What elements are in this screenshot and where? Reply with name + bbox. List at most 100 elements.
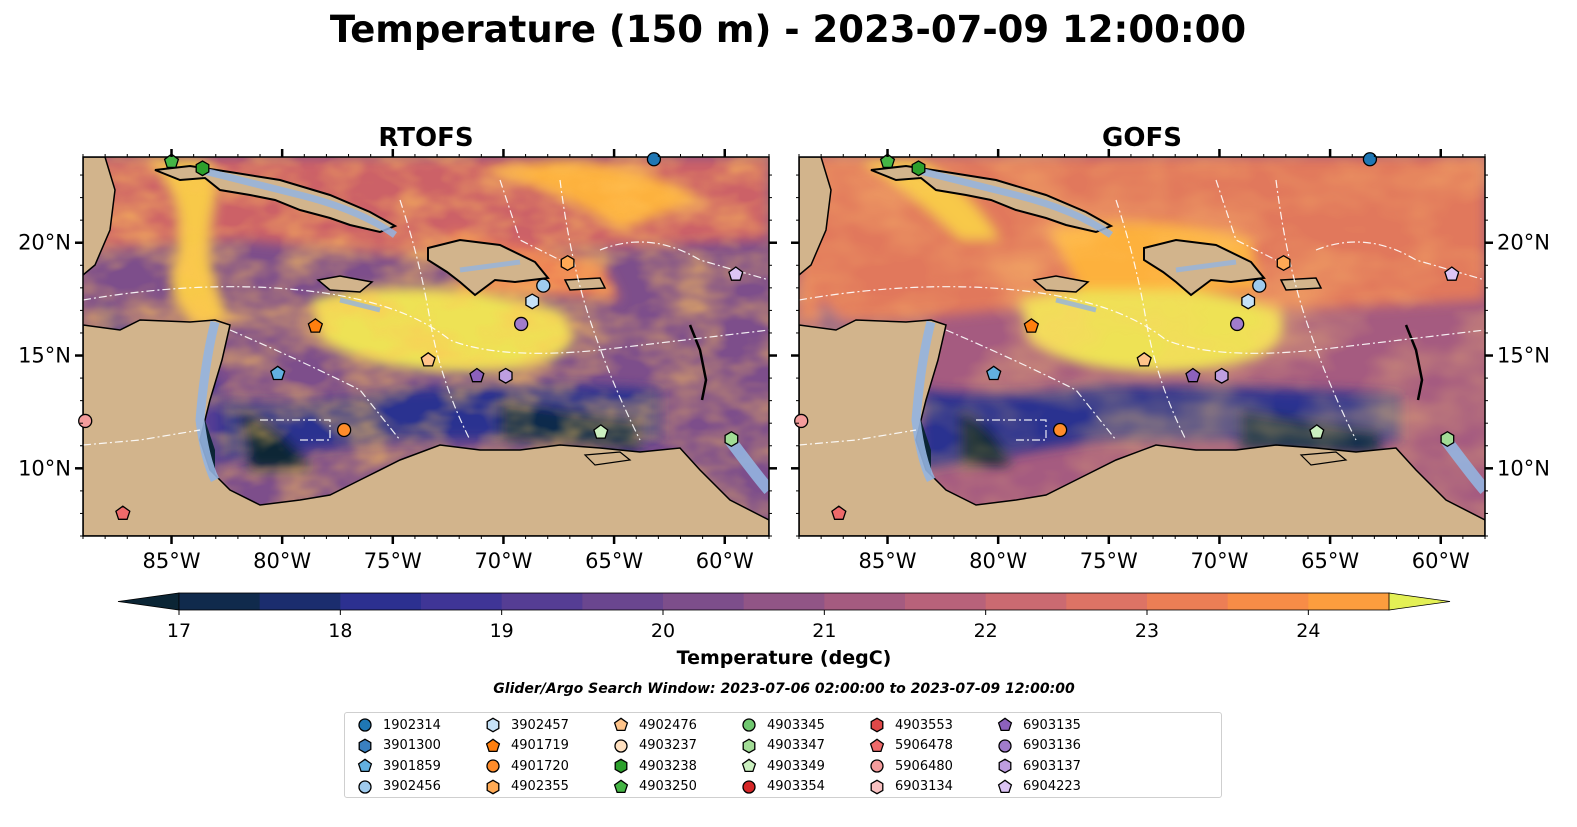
colorbar-segment [905, 593, 987, 610]
colorbar-segment [743, 593, 825, 610]
float-marker-6904223 [728, 266, 744, 281]
legend-marker-icon [997, 778, 1013, 793]
legend-marker-icon [486, 759, 500, 773]
legend: 1902314 3901300 3901859 3902456 3902457 49017… [344, 712, 1222, 798]
legend-marker-icon [614, 738, 628, 753]
float-marker-4903250 [163, 153, 180, 169]
float-marker-4903349 [593, 424, 609, 439]
legend-marker [485, 737, 501, 752]
legend-marker-icon [998, 738, 1012, 753]
colorbar-tick-label: 20 [651, 620, 675, 642]
legend-marker-icon [357, 758, 373, 773]
legend-marker [357, 758, 373, 773]
float-marker-5906480 [794, 413, 809, 429]
colorbar-segment [259, 593, 341, 610]
y-tick-label: 20°N [18, 231, 71, 255]
float-marker-3901859 [986, 365, 1002, 381]
legend-marker-icon [486, 779, 500, 794]
legend-marker [870, 759, 884, 773]
legend-marker-icon [742, 779, 756, 794]
float-marker-6903137 [1214, 367, 1229, 384]
legend-item: 3902457 [485, 715, 569, 735]
panel-title-rtofs: RTOFS [378, 123, 473, 153]
legend-label: 4902355 [511, 779, 569, 794]
legend-label: 4901719 [511, 738, 569, 753]
legend-label: 4901720 [511, 758, 569, 774]
legend-marker-icon [742, 738, 756, 753]
legend-marker-icon [614, 758, 628, 774]
float-marker-4901720 [336, 422, 352, 438]
legend-marker-icon [741, 758, 757, 773]
colorbar: 17 18 19 20 21 22 23 24 [117, 592, 1451, 642]
legend-label: 4903354 [767, 779, 825, 794]
legend-label: 4903237 [639, 738, 697, 753]
float-marker-3902456 [1252, 278, 1267, 293]
colorbar-tick-label: 24 [1296, 620, 1320, 642]
colorbar-tick-label: 23 [1135, 620, 1159, 642]
legend-marker [742, 718, 756, 732]
legend-marker-icon [997, 717, 1013, 732]
float-marker-6903135 [1185, 367, 1201, 383]
y-tick-label: 15°N [1497, 344, 1550, 368]
legend-marker [742, 779, 756, 794]
legend-marker [358, 738, 372, 753]
colorbar-tick-label: 18 [328, 620, 352, 642]
float-marker-6904223 [1444, 266, 1460, 281]
legend-marker [358, 718, 372, 732]
float-marker-4902355 [560, 254, 575, 272]
colorbar-segment [663, 593, 745, 610]
float-marker-4903238 [195, 160, 210, 177]
x-tick-label: 75°W [364, 549, 422, 573]
float-marker-4903347 [724, 430, 739, 448]
legend-marker-icon [358, 738, 372, 753]
float-marker-4903349 [1309, 424, 1325, 439]
float-marker-4903250 [879, 153, 896, 169]
colorbar-segment [1227, 593, 1309, 610]
y-tick-label: 15°N [18, 344, 71, 368]
colorbar-segment [340, 593, 422, 610]
legend-item: 5906480 [869, 756, 953, 776]
float-marker-4903347 [1440, 430, 1455, 448]
legend-item: 4903347 [741, 736, 825, 756]
colorbar-extend-min [117, 592, 180, 611]
x-tick-label: 65°W [1301, 549, 1359, 573]
legend-label: 3901300 [383, 738, 441, 753]
legend-label: 6903137 [1023, 758, 1081, 774]
legend-label: 6903135 [1023, 717, 1081, 733]
legend-item: 4901719 [485, 736, 569, 756]
legend-marker-icon [358, 779, 372, 794]
legend-item: 1902314 [357, 715, 441, 735]
legend-marker-icon [486, 717, 500, 733]
legend-item: 3901300 [357, 736, 441, 756]
float-marker-5906480 [78, 413, 93, 429]
colorbar-segment [985, 593, 1067, 610]
x-tick-label: 65°W [585, 549, 643, 573]
legend-marker-icon [998, 758, 1012, 774]
legend-label: 4903250 [639, 779, 697, 794]
colorbar-tick-label: 21 [812, 620, 836, 642]
legend-label: 4903345 [767, 717, 825, 733]
legend-marker [614, 758, 628, 774]
axes-gofs: 85°W 80°W 75°W 70°W 65°W 60°W 20°N 15°N 10°N [791, 149, 1550, 573]
legend-marker [486, 717, 500, 733]
x-tick-label: 75°W [1080, 549, 1138, 573]
colorbar-segment [501, 593, 583, 610]
legend-marker [613, 778, 629, 793]
legend-marker [997, 778, 1013, 793]
legend-marker [613, 717, 629, 732]
float-marker-4901720 [1052, 422, 1068, 438]
legend-marker-icon [870, 779, 884, 794]
legend-marker [742, 738, 756, 753]
legend-item: 3902456 [357, 777, 441, 797]
legend-item: 4903553 [869, 715, 953, 735]
colorbar-segment [179, 593, 261, 610]
float-marker-4901719 [1023, 318, 1040, 333]
map-gofs [799, 157, 1485, 536]
colorbar-segment [421, 593, 503, 610]
float-marker-1902314 [1362, 152, 1378, 167]
legend-item: 4903238 [613, 756, 697, 776]
legend-marker [486, 779, 500, 794]
legend-item: 3901859 [357, 756, 441, 776]
legend-label: 4903553 [895, 717, 953, 733]
legend-label: 5906480 [895, 758, 953, 774]
